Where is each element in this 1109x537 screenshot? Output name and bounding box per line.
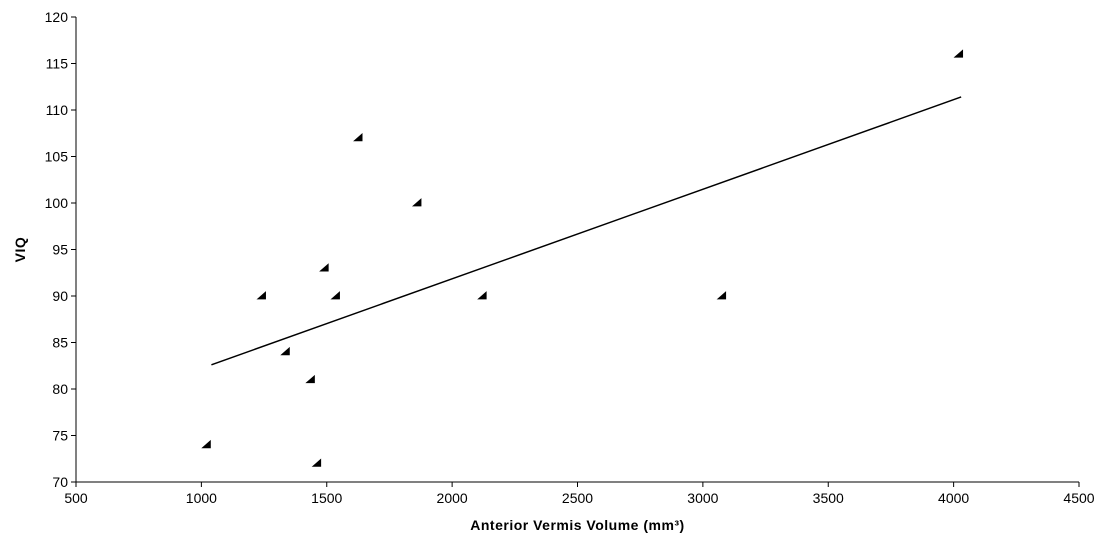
data-point: [280, 346, 290, 356]
x-axis-title: Anterior Vermis Volume (mm³): [470, 517, 684, 533]
trendline: [211, 96, 962, 366]
y-tick-label: 105: [45, 149, 69, 165]
x-tick-label: 1500: [311, 490, 342, 506]
data-point: [201, 439, 211, 449]
y-tick-label: 100: [45, 195, 69, 211]
x-tick-label: 3500: [813, 490, 844, 506]
y-axis: 70 75 80 85 90 95 100 105 110 115 120: [45, 9, 77, 490]
y-tick-label: 85: [52, 335, 68, 351]
x-tick-label: 2000: [437, 490, 468, 506]
data-point: [311, 458, 322, 467]
y-tick-label: 95: [52, 242, 68, 258]
y-tick-label: 90: [52, 288, 68, 304]
y-tick-label: 75: [52, 428, 68, 444]
data-point: [330, 291, 340, 300]
data-point: [305, 374, 315, 384]
data-point: [411, 198, 422, 207]
x-tick-label: 3000: [687, 490, 718, 506]
data-point: [477, 291, 487, 300]
x-tick-label: 500: [64, 490, 88, 506]
y-tick-label: 120: [45, 9, 69, 25]
data-point: [353, 133, 363, 142]
y-tick-label: 110: [46, 102, 69, 118]
x-tick-label: 4500: [1063, 490, 1094, 506]
y-tick-label: 115: [46, 56, 69, 72]
data-point: [256, 291, 266, 300]
data-point: [953, 49, 964, 58]
data-points: [201, 49, 964, 467]
x-tick-label: 2500: [562, 490, 593, 506]
x-tick-label: 1000: [186, 490, 217, 506]
y-tick-label: 70: [52, 474, 68, 490]
data-point: [716, 291, 727, 300]
x-tick-label: 4000: [938, 490, 969, 506]
data-point: [319, 263, 329, 272]
y-tick-label: 80: [52, 381, 68, 397]
x-axis: 500 1000 1500 2000 2500 3000 3500 4000 4500: [64, 481, 1095, 506]
trendline-group: [211, 96, 962, 366]
y-axis-title: VIQ: [12, 237, 28, 263]
